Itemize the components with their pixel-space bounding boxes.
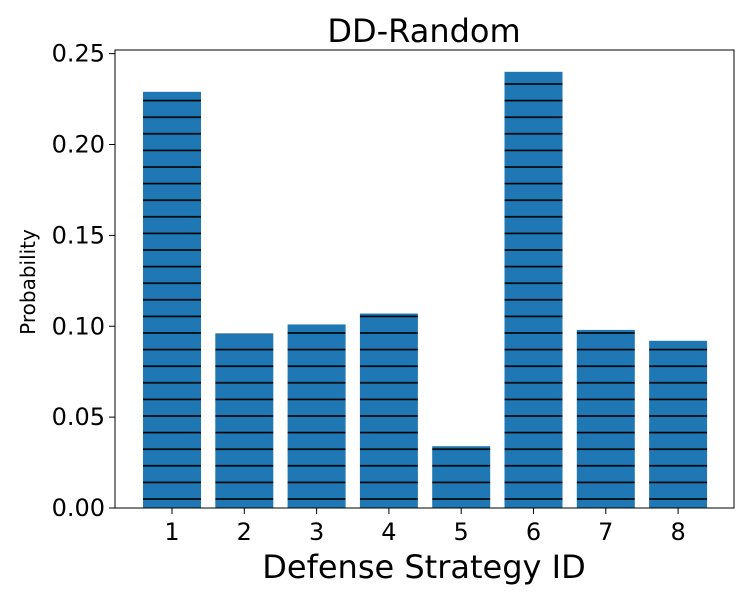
bar-8 [649, 340, 708, 508]
plot-frame [114, 49, 735, 509]
x-tick-label: 8 [670, 518, 685, 546]
x-tick-label: 5 [454, 518, 469, 546]
x-tick-label: 4 [381, 518, 396, 546]
chart-title: DD-Random [327, 12, 520, 50]
bar-3 [287, 324, 346, 508]
y-axis: 0.00 0.05 0.10 0.15 0.20 0.25 [52, 40, 115, 522]
y-axis-label: Probability [16, 229, 40, 335]
x-tick-label: 1 [164, 518, 179, 546]
bar-4 [359, 313, 418, 508]
x-tick-label: 3 [309, 518, 324, 546]
y-tick-label: 0.25 [52, 40, 105, 68]
x-tick-label: 7 [598, 518, 613, 546]
y-tick-label: 0.05 [52, 403, 105, 431]
bar-2 [215, 333, 274, 508]
x-axis: 1 2 3 4 5 6 7 8 [164, 508, 686, 546]
bar-6 [504, 71, 563, 509]
y-tick-label: 0.15 [52, 221, 105, 249]
x-axis-label: Defense Strategy ID [262, 548, 585, 586]
y-tick-label: 0.00 [52, 494, 105, 522]
bar-7 [576, 329, 635, 508]
x-tick-label: 6 [526, 518, 541, 546]
y-tick-label: 0.10 [52, 312, 105, 340]
bar-1 [143, 91, 201, 509]
bar-5 [432, 446, 491, 508]
x-tick-label: 2 [237, 518, 252, 546]
bars-group [143, 71, 708, 509]
y-tick-label: 0.20 [52, 131, 105, 159]
